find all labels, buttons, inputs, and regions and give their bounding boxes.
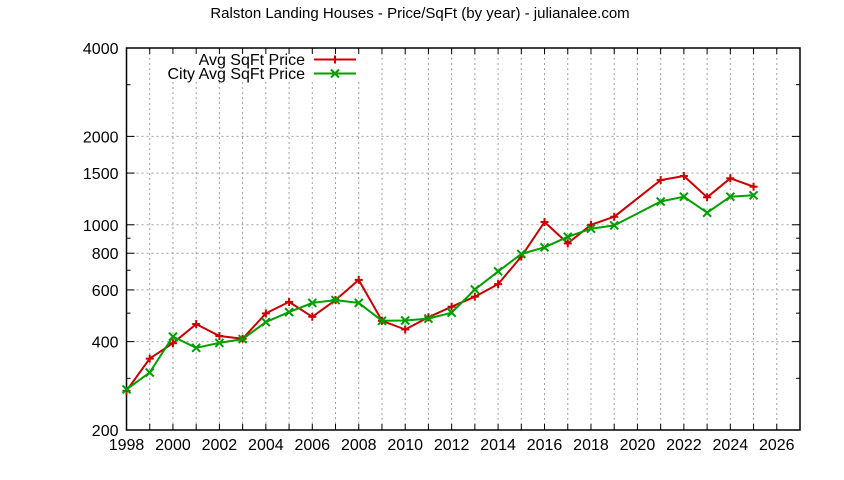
y-tick-label: 600 [92,283,119,300]
x-tick-label: 1998 [109,437,145,454]
x-axis-tick-labels: 1998 2000 2002 2004 2006 2008 2010 2012 2014 2016… [109,437,795,454]
x-tick-label: 2022 [666,437,702,454]
series-city-avg-sqft-price [121,190,759,395]
x-tick-label: 2006 [294,437,330,454]
y-tick-label: 1500 [83,166,119,183]
x-tick-label: 2012 [434,437,470,454]
y-axis-tick-labels: 200 400 600 800 1000 1500 2000 4000 [83,41,119,440]
legend-item-avg-sqft-price: Avg SqFt Price [199,52,356,69]
legend-label-avg-sqft-price: Avg SqFt Price [199,52,306,69]
x-tick-label: 2014 [480,437,516,454]
x-tick-label: 2026 [759,437,795,454]
legend-swatch-green-cross-icon [314,68,356,79]
x-tick-label: 2010 [387,437,423,454]
legend-item-city-avg-sqft-price: City Avg SqFt Price [167,66,356,83]
x-tick-label: 2020 [620,437,656,454]
y-tick-label: 200 [92,423,119,440]
legend-label-city-avg-sqft-price: City Avg SqFt Price [167,66,305,83]
chart-title: Ralston Landing Houses - Price/SqFt (by … [210,5,629,22]
x-tick-label: 2008 [341,437,377,454]
x-tick-label: 2018 [573,437,609,454]
x-tick-label: 2000 [155,437,191,454]
y-tick-label: 4000 [83,41,119,58]
y-tick-label: 800 [92,246,119,263]
x-tick-label: 2016 [527,437,563,454]
legend-swatch-red-plus-icon [314,55,356,64]
legend: Avg SqFt Price City Avg SqFt Price [167,52,356,83]
x-tick-label: 2002 [202,437,238,454]
y-tick-label: 1000 [83,218,119,235]
x-tick-label: 2024 [713,437,749,454]
axis-ticks [126,47,800,431]
y-tick-label: 400 [92,335,119,352]
plot-frame [125,47,801,431]
x-tick-label: 2004 [248,437,284,454]
data-series [121,171,759,395]
y-tick-label: 2000 [83,129,119,146]
grid-lines [126,48,800,430]
series-avg-sqft-price [122,171,758,395]
